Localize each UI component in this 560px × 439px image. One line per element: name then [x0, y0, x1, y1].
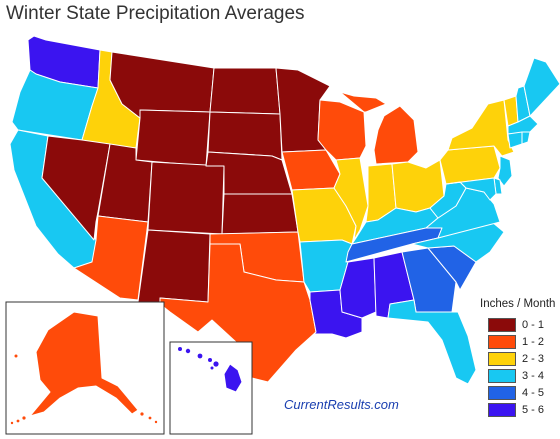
state-NJ — [497, 155, 513, 187]
legend-swatch — [488, 368, 516, 383]
state-AK — [29, 311, 139, 417]
legend-item: 5 - 6 — [484, 401, 558, 418]
legend-label: 2 - 3 — [522, 352, 545, 365]
state-NY — [447, 99, 515, 157]
legend: Inches / Month 0 - 1 1 - 2 2 - 3 3 - 4 4 - 5… — [480, 298, 558, 418]
source-credit: CurrentResults.com — [284, 397, 399, 412]
legend-item: 2 - 3 — [484, 350, 558, 367]
state-CT — [507, 131, 523, 149]
legend-label: 3 - 4 — [522, 369, 545, 382]
legend-rows: 0 - 1 1 - 2 2 - 3 3 - 4 4 - 5 5 - 6 — [484, 316, 558, 418]
legend-label: 4 - 5 — [522, 386, 545, 399]
state-NM — [137, 229, 211, 305]
legend-swatch — [488, 402, 516, 417]
legend-swatch — [488, 351, 516, 366]
state-AZ — [73, 215, 149, 301]
legend-label: 1 - 2 — [522, 335, 545, 348]
state-WY — [135, 109, 211, 167]
legend-swatch — [488, 385, 516, 400]
legend-swatch — [488, 317, 516, 332]
state-ND — [209, 67, 281, 115]
state-ME — [523, 57, 560, 117]
legend-label: 5 - 6 — [522, 403, 545, 416]
aleutian-islands — [10, 354, 158, 425]
state-KS — [221, 193, 299, 235]
legend-item: 0 - 1 — [484, 316, 558, 333]
state-MD — [445, 177, 497, 201]
state-NV — [41, 135, 111, 241]
legend-item: 3 - 4 — [484, 367, 558, 384]
state-RI — [521, 131, 531, 145]
state-HI — [223, 363, 243, 393]
legend-swatch — [488, 334, 516, 349]
hawaii-inset-frame — [169, 341, 253, 435]
state-FL — [387, 299, 477, 385]
hawaii-small-islands — [178, 347, 219, 370]
legend-label: 0 - 1 — [522, 318, 545, 331]
legend-item: 4 - 5 — [484, 384, 558, 401]
state-CO — [147, 161, 225, 235]
map-title: Winter State Precipitation Averages — [6, 3, 305, 24]
legend-item: 1 - 2 — [484, 333, 558, 350]
state-IL — [333, 157, 369, 241]
legend-title: Inches / Month — [480, 298, 556, 310]
